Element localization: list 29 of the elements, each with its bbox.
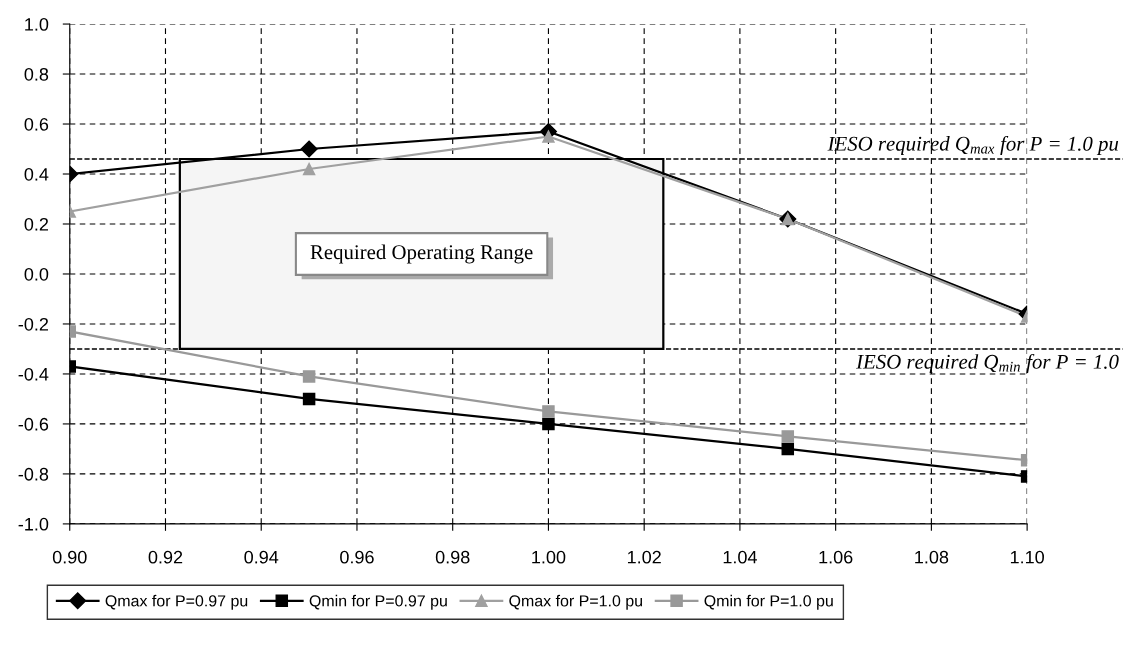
y-tick-label: 0.4 bbox=[24, 167, 49, 181]
x-tick-label: 0.94 bbox=[244, 550, 279, 564]
y-tick-label: 0.0 bbox=[24, 267, 49, 281]
x-tick-label: 0.90 bbox=[52, 550, 87, 564]
y-tick-label: 1.0 bbox=[25, 17, 49, 31]
y-tick-label: -1.0 bbox=[18, 517, 49, 531]
x-tick-label: 1.02 bbox=[627, 550, 661, 564]
legend-label: Qmin for P=0.97 pu bbox=[309, 594, 447, 610]
x-tick-label: 0.98 bbox=[435, 550, 470, 564]
x-tick-label: 1.00 bbox=[532, 550, 566, 564]
x-tick-label: 1.04 bbox=[723, 550, 757, 564]
x-tick-label: 1.10 bbox=[1010, 550, 1044, 564]
y-tick-label: -0.2 bbox=[18, 317, 49, 331]
y-tick-label: -0.8 bbox=[18, 467, 49, 481]
annotation: IESO required Q$_{max}$ for P = 1.0 pu bbox=[827, 135, 1119, 155]
x-tick-label: 1.06 bbox=[819, 550, 853, 564]
y-tick-label: -0.4 bbox=[18, 367, 49, 381]
annotation: IESO required Q$_{min}$ for P = 1.0 bbox=[856, 353, 1119, 374]
band-label: Required Operating Range bbox=[310, 244, 533, 264]
x-tick-label: 0.96 bbox=[340, 550, 374, 564]
legend-label: Qmin for P=1.0 pu bbox=[704, 594, 833, 610]
legend-label: Qmax for P=0.97 pu bbox=[105, 594, 248, 610]
x-tick-label: 0.92 bbox=[148, 550, 183, 564]
y-tick-label: 0.6 bbox=[24, 117, 49, 131]
legend-label: Qmax for P=1.0 pu bbox=[509, 594, 642, 610]
y-tick-label: 0.2 bbox=[24, 217, 49, 231]
y-tick-label: 0.8 bbox=[24, 67, 49, 81]
y-tick-label: -0.6 bbox=[18, 417, 49, 431]
x-tick-label: 1.08 bbox=[915, 550, 949, 564]
